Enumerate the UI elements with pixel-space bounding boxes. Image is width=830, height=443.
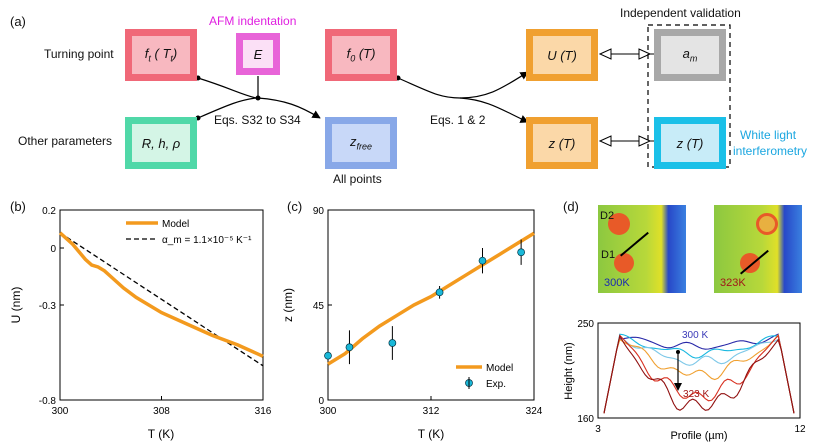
box-zT: z (T) (526, 117, 598, 169)
chart-d-ann-323: 323 K (683, 389, 709, 400)
chart-b-xtick-label: 300 (52, 406, 69, 417)
afm-label: AFM indentation (209, 14, 297, 28)
eqs-right-label: Eqs. 1 & 2 (430, 113, 486, 127)
chart-c-legend-model: Model (486, 363, 513, 374)
chart-b-xtick-label: 308 (153, 406, 170, 417)
box-E: E (236, 33, 280, 75)
chart-c-xtick-label: 312 (423, 406, 440, 417)
d1-label: D1 (601, 249, 616, 261)
chart-c: 300 312 324 0 45 90 T (K) z (nm) Model Exp. (281, 206, 543, 441)
panel-label-b: (b) (10, 199, 26, 214)
wli-label-2: interferometry (733, 144, 808, 158)
afm-image-300k: D2 D1 300K (598, 205, 686, 293)
chart-c-ylabel: z (nm) (281, 288, 295, 322)
image-label-300k: 300K (604, 277, 630, 289)
panel-label-c: (c) (287, 199, 303, 214)
chart-c-exp-point (324, 351, 332, 360)
chart-c-ytick-label: 0 (318, 396, 324, 407)
chart-d-ytick-label: 160 (577, 414, 594, 425)
panel-label-d: (d) (563, 199, 579, 214)
chart-b-legend-dash: α_m = 1.1×10⁻⁵ K⁻¹ (162, 235, 252, 246)
chart-c-xlabel: T (K) (418, 427, 444, 441)
chart-c-xtick-label: 300 (320, 406, 337, 417)
box-rhp: R, h, ρ (125, 117, 197, 169)
eqs-left-label: Eqs. S32 to S34 (214, 113, 301, 127)
chart-b: 300 308 316 0.2 0 -0.3 -0.8 T (K) U (nm) Model… (9, 206, 272, 441)
chart-d-ann-300: 300 K (682, 330, 708, 341)
chart-c-ytick-label: 45 (313, 301, 325, 312)
chart-d-xtick-label: 3 (595, 424, 601, 435)
image-label-323k: 323K (720, 277, 746, 289)
box-zT-wli: z (T) (654, 117, 726, 169)
chart-c-legend-exp: Exp. (486, 379, 506, 390)
chart-b-model-line (58, 231, 264, 358)
chart-b-ytick-label: -0.3 (39, 301, 57, 312)
chart-d-profile-curve (603, 333, 795, 414)
chart-c-exp-point (345, 343, 354, 352)
droplet-d1 (614, 253, 634, 273)
chart-d-frame (597, 322, 801, 419)
chart-b-ytick-label: -0.8 (39, 396, 57, 407)
chart-c-ytick-label: 90 (313, 206, 325, 217)
chart-b-xlabel: T (K) (148, 427, 174, 441)
all-points-label: All points (333, 172, 382, 186)
wli-label-1: White light (740, 128, 797, 142)
chart-d-ytick-label: 250 (577, 319, 594, 330)
chart-d-profile-curve (603, 333, 795, 414)
chart-c-xtick-label: 324 (526, 406, 543, 417)
chart-d-profile-curve (603, 335, 795, 414)
chart-d-xtick-label: 12 (794, 424, 806, 435)
chart-d-profile-curve (603, 334, 795, 414)
profile-line (620, 231, 649, 257)
chart-d-profile-curve (603, 334, 795, 414)
chart-c-exp-point (435, 288, 444, 297)
box-am: am (654, 29, 726, 81)
panel-label-a: (a) (10, 14, 26, 29)
chart-c-model-line (327, 231, 535, 366)
d2-label: D2 (600, 210, 615, 222)
row-label-other: Other parameters (18, 134, 113, 148)
chart-b-ytick-label: 0.2 (42, 206, 56, 217)
chart-c-exp-point (388, 339, 397, 347)
chart-c-exp-point (478, 256, 487, 265)
chart-d-xlabel: Profile (µm) (670, 430, 727, 442)
box-zfree: zfree (325, 117, 397, 169)
chart-b-dashed-line (59, 232, 264, 367)
chart-d: 300 K 323 K 3 12 160 250 Profile (µm) Heigh… (563, 319, 806, 442)
row-label-turning: Turning point (44, 47, 114, 61)
independent-validation-label: Independent validation (620, 6, 741, 20)
chart-b-ylabel: U (nm) (9, 287, 23, 324)
chart-b-ytick-label: 0 (50, 244, 56, 255)
chart-b-legend-model: Model (162, 219, 189, 230)
box-ft: ft ( Tt) (125, 29, 197, 81)
afm-image-323k: 323K (714, 205, 802, 293)
box-f0: f0 (T) (325, 29, 397, 81)
chart-d-ylabel: Height (nm) (563, 342, 575, 399)
droplet-d2 (608, 213, 630, 235)
box-U: U (T) (526, 29, 598, 81)
chart-c-exp-point (517, 248, 525, 257)
chart-b-xtick-label: 316 (255, 406, 272, 417)
droplet-d2-323k (756, 213, 778, 235)
